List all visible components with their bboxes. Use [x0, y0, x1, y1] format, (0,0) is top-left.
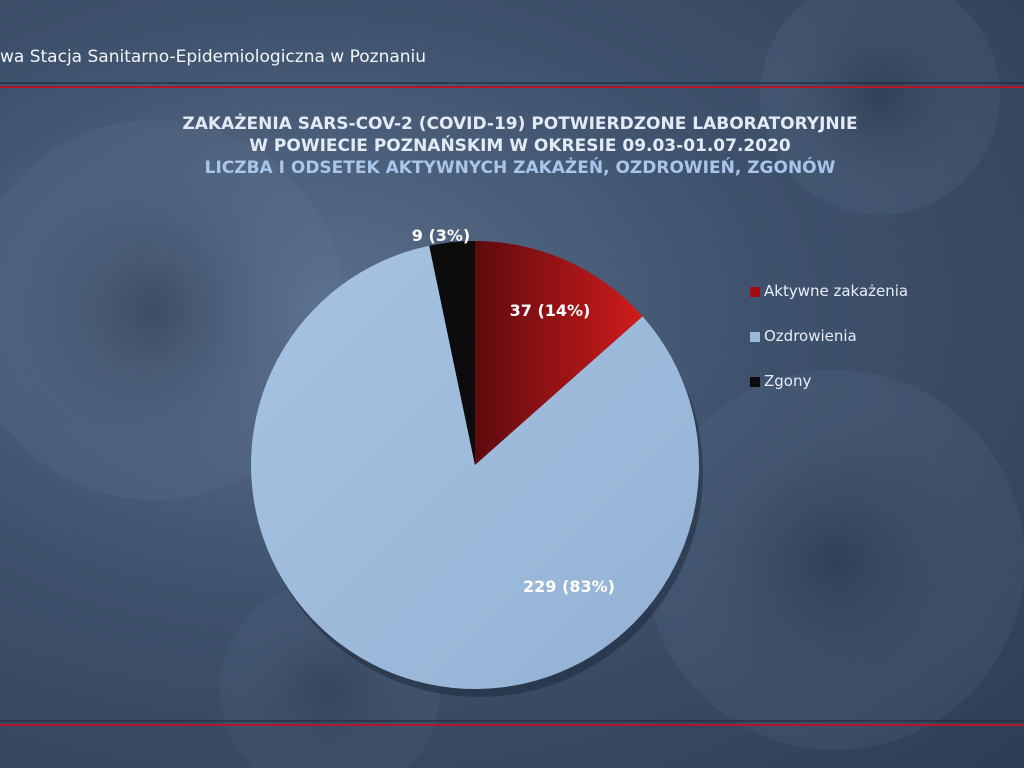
slice-ozdrowienia: [251, 245, 700, 689]
slice-zgony: [429, 241, 475, 465]
legend-swatch: [750, 376, 760, 387]
data-label-3: 9 (3%): [412, 226, 471, 245]
chart-title-line2: W POWIECIE POZNAŃSKIM W OKRESIE 09.03-01…: [249, 136, 791, 156]
legend-item-1: Aktywne zakażenia: [750, 282, 908, 300]
legend-label: Zgony: [764, 372, 812, 390]
legend-swatch: [750, 286, 760, 297]
legend-label: Aktywne zakażenia: [764, 282, 909, 300]
chart-subtitle: LICZBA I ODSETEK AKTYWNYCH ZAKAŻEŃ, OZDR…: [204, 158, 836, 178]
legend-item-2: Ozdrowienia: [750, 327, 857, 345]
legend-item-3: Zgony: [750, 372, 811, 390]
data-label-1: 37 (14%): [510, 301, 591, 320]
legend-swatch: [750, 331, 760, 342]
slice-aktywne-zakazenia: [475, 241, 643, 465]
footer-divider: [0, 724, 1024, 726]
footer-divider-shadow: [0, 720, 1024, 722]
legend-label: Ozdrowienia: [764, 327, 857, 345]
chart-title-line1: ZAKAŻENIA SARS-COV-2 (COVID-19) POTWIERD…: [182, 114, 858, 134]
data-label-2: 229 (83%): [523, 577, 615, 596]
header-org-name: wa Stacja Sanitarno-Epidemiologiczna w P…: [0, 47, 427, 67]
header-divider: [0, 86, 1024, 88]
header-divider-shadow: [0, 82, 1024, 84]
